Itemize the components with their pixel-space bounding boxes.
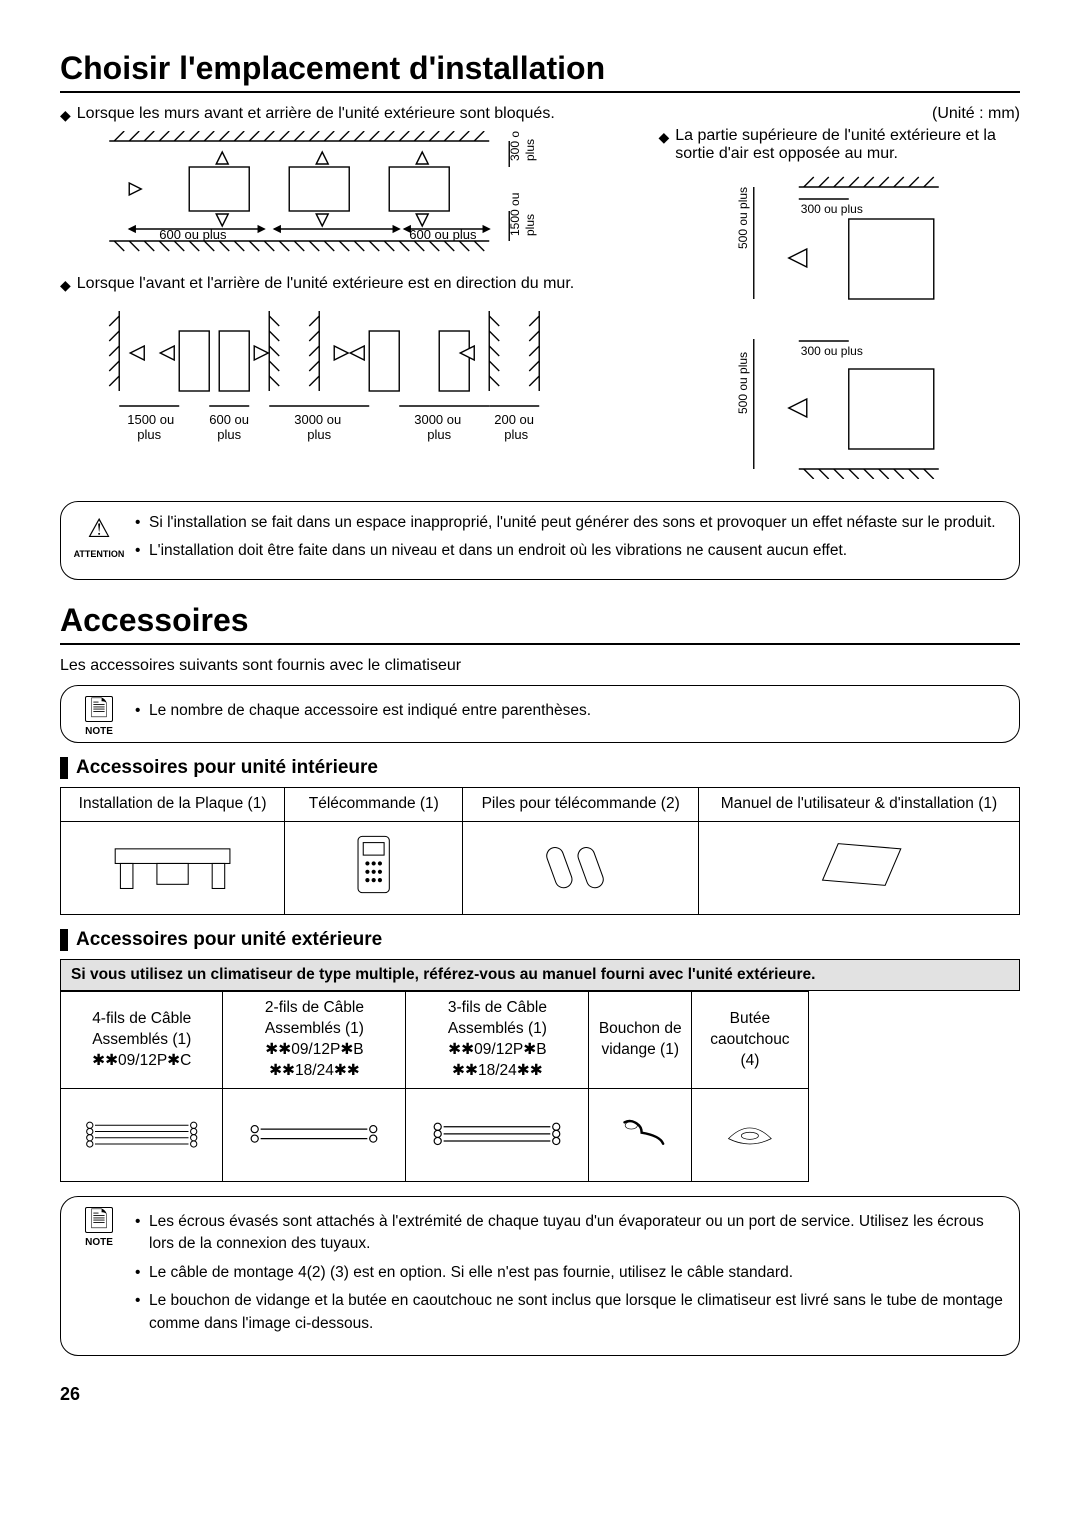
page-number: 26 [60, 1384, 1020, 1405]
dim-1500: 1500 ou [508, 193, 522, 236]
indoor-h3: Piles pour télécommande (2) [463, 788, 698, 822]
dim-600b: 600 ou plus [409, 227, 477, 242]
diamond-icon: ◆ [60, 105, 71, 125]
bullet-2-text: La partie supérieure de l'unité extérieu… [675, 127, 1020, 163]
svg-text:plus: plus [523, 214, 537, 236]
bullet-2: ◆ La partie supérieure de l'unité extéri… [658, 127, 1020, 163]
note-label-1: NOTE [73, 725, 125, 740]
outdoor-img-4 [589, 1088, 692, 1181]
note-box-1: 🗎 NOTE Le nombre de chaque accessoire es… [60, 685, 1020, 743]
left-column: ◆ Lorsque les murs avant et arrière de l… [60, 105, 638, 493]
unit-note: (Unité : mm) [658, 105, 1020, 123]
accessories-intro: Les accessoires suivants sont fournis av… [60, 657, 1020, 675]
svg-text:plus: plus [504, 427, 528, 442]
bullet-3-text: Lorsque l'avant et l'arrière de l'unité … [77, 275, 574, 293]
outdoor-table: 4-fils de Câble Assemblés (1) ✱✱09/12P✱C… [60, 991, 809, 1182]
heading-location: Choisir l'emplacement d'installation [60, 50, 1020, 93]
indoor-img-1 [61, 822, 285, 915]
outdoor-h1: 4-fils de Câble Assemblés (1) ✱✱09/12P✱C [61, 992, 223, 1089]
svg-text:3000 ou: 3000 ou [414, 412, 461, 427]
svg-text:500 ou plus: 500 ou plus [736, 187, 750, 249]
svg-text:plus: plus [217, 427, 241, 442]
note2-item-3: Le bouchon de vidange et la butée en cao… [135, 1290, 1005, 1335]
right-column: (Unité : mm) ◆ La partie supérieure de l… [658, 105, 1020, 493]
dim-300: 300 ou [508, 131, 522, 161]
attention-item-2: L'installation doit être faite dans un n… [135, 540, 1005, 562]
outdoor-h2: 2-fils de Câble Assemblés (1) ✱✱09/12P✱B… [223, 992, 406, 1089]
outdoor-img-1 [61, 1088, 223, 1181]
indoor-img-3 [463, 822, 698, 915]
svg-text:plus: plus [137, 427, 161, 442]
svg-text:1500 ou: 1500 ou [127, 412, 174, 427]
svg-text:300 ou plus: 300 ou plus [801, 202, 863, 216]
dim-600a: 600 ou plus [159, 227, 227, 242]
diamond-icon: ◆ [658, 127, 669, 147]
indoor-h1: Installation de la Plaque (1) [61, 788, 285, 822]
note-icon: 🗎 [85, 1207, 113, 1233]
diagram-right: 500 ou plus 300 ou plus 500 ou plus 300 … [658, 169, 1020, 479]
outdoor-h4: Bouchon de vidange (1) [589, 992, 692, 1089]
attention-label: ATTENTION [71, 548, 127, 561]
indoor-h2: Télécommande (1) [285, 788, 463, 822]
attention-item-1: Si l'installation se fait dans un espace… [135, 512, 1005, 534]
note-label-2: NOTE [73, 1236, 125, 1251]
svg-text:200 ou: 200 ou [494, 412, 534, 427]
svg-text:600 ou: 600 ou [209, 412, 249, 427]
note-icon: 🗎 [85, 696, 113, 722]
indoor-img-4 [698, 822, 1019, 915]
indoor-table: Installation de la Plaque (1) Télécomman… [60, 787, 1020, 915]
bullet-3: ◆ Lorsque l'avant et l'arrière de l'unit… [60, 275, 638, 295]
note2-item-2: Le câble de montage 4(2) (3) est en opti… [135, 1262, 1005, 1284]
attention-box: ⚠ ATTENTION Si l'installation se fait da… [60, 501, 1020, 580]
diagram-2: 1500 ouplus 600 ouplus 3000 ouplus 3000 … [60, 301, 638, 451]
outdoor-h3: 3-fils de Câble Assemblés (1) ✱✱09/12P✱B… [406, 992, 589, 1089]
heading-accessories: Accessoires [60, 602, 1020, 645]
svg-text:plus: plus [307, 427, 331, 442]
note2-item-1: Les écrous évasés sont attachés à l'extr… [135, 1211, 1005, 1256]
diagram-1: 600 ou plus 600 ou plus 300 ou plus 1500… [60, 131, 638, 261]
svg-text:300 ou plus: 300 ou plus [801, 344, 863, 358]
outdoor-img-5 [692, 1088, 809, 1181]
outdoor-h5: Butée caoutchouc (4) [692, 992, 809, 1089]
note-box-2: 🗎 NOTE Les écrous évasés sont attachés à… [60, 1196, 1020, 1356]
indoor-h4: Manuel de l'utilisateur & d'installation… [698, 788, 1019, 822]
bullet-1-text: Lorsque les murs avant et arrière de l'u… [77, 105, 555, 123]
diamond-icon: ◆ [60, 275, 71, 295]
svg-text:3000 ou: 3000 ou [294, 412, 341, 427]
subheading-outdoor: Accessoires pour unité extérieure [60, 929, 1020, 951]
note1-item: Le nombre de chaque accessoire est indiq… [135, 700, 1005, 722]
svg-text:500 ou plus: 500 ou plus [736, 352, 750, 414]
bullet-1: ◆ Lorsque les murs avant et arrière de l… [60, 105, 638, 125]
warning-icon: ⚠ [71, 510, 127, 548]
svg-text:plus: plus [523, 139, 537, 161]
svg-text:plus: plus [427, 427, 451, 442]
outdoor-img-2 [223, 1088, 406, 1181]
indoor-img-2 [285, 822, 463, 915]
section-location: ◆ Lorsque les murs avant et arrière de l… [60, 105, 1020, 493]
subheading-indoor: Accessoires pour unité intérieure [60, 757, 1020, 779]
outdoor-img-3 [406, 1088, 589, 1181]
outdoor-note-row: Si vous utilisez un climatiseur de type … [60, 959, 1020, 991]
